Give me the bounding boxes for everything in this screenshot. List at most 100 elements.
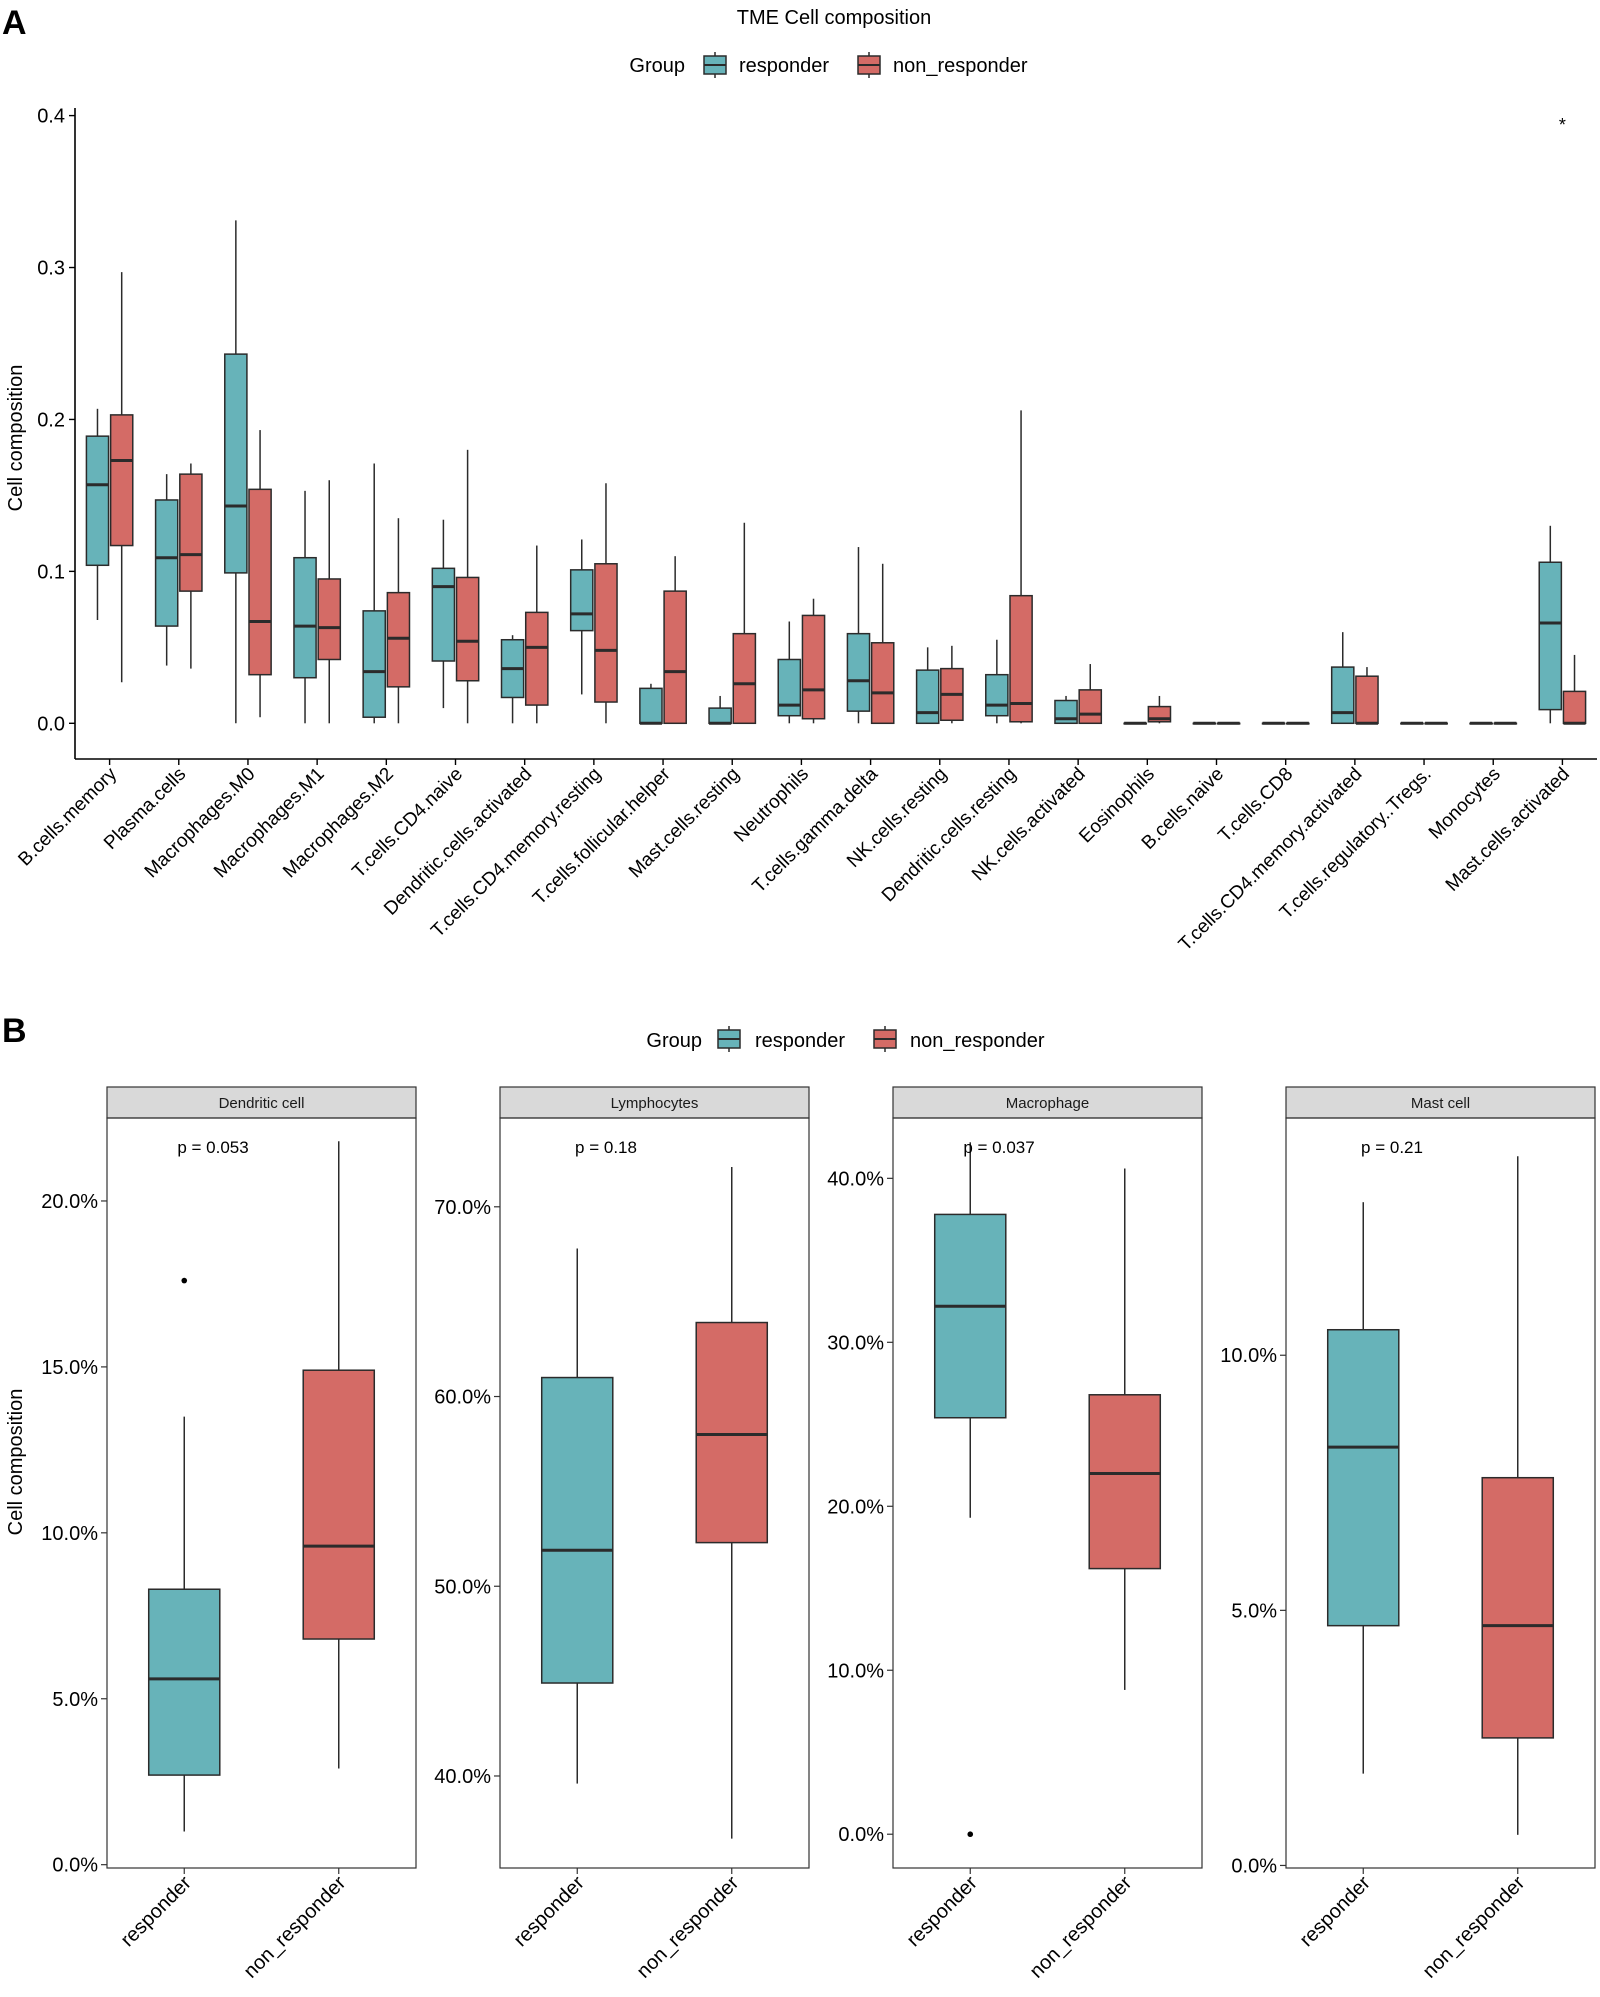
legend-key-non-responder [873, 1026, 897, 1052]
box-responder-t-cells-regulatory-tregs [1400, 721, 1424, 725]
facet-strip [106, 1086, 417, 1119]
x-tick-label-non-responder: non_responder [633, 1872, 744, 1983]
box-responder-t-cells-cd8 [1261, 721, 1286, 725]
facet-macrophage: Macrophage 0.0% 10.0% 20.0% 30.0% 40.0% respon… [827, 1086, 1203, 1983]
box-iqr [248, 488, 272, 676]
box-iqr [801, 614, 826, 720]
box-responder-b-cells-naive [1192, 721, 1217, 725]
x-tick-label-b-cells-memory: B.cells.memory [14, 763, 121, 870]
x-tick-label-responder: responder [510, 1872, 589, 1951]
box-iqr [1538, 561, 1563, 711]
panel-label-b: B [2, 1012, 27, 1050]
box-non-responder-macrophages-m1 [317, 480, 342, 724]
legend-key-responder [717, 1026, 741, 1052]
panel-a: A TME Cell composition Group responder n… [2, 4, 1597, 955]
legend-label-responder: responder [739, 55, 829, 77]
box-responder-eosinophils [1123, 721, 1148, 725]
box-responder-neutrophils [777, 621, 802, 724]
box-non-responder-neutrophils [801, 598, 826, 724]
p-value-label: p = 0.18 [575, 1138, 637, 1157]
box-iqr [695, 1321, 769, 1544]
box-iqr [455, 576, 480, 682]
box-iqr [1330, 666, 1355, 725]
x-tick-label-t-cells-gamma-delta: T.cells.gamma.delta [749, 763, 883, 897]
box-responder-t-cells-gamma-delta [846, 547, 871, 724]
box-non-responder [1481, 1156, 1555, 1835]
facet-panel-border [499, 1117, 810, 1869]
facet-panel-border [106, 1117, 417, 1869]
box-non-responder-nk-cells-activated [1078, 664, 1103, 725]
box-responder-macrophages-m0 [224, 220, 248, 724]
panel-label-a: A [2, 4, 27, 42]
outlier-point [967, 1831, 974, 1838]
box-non-responder-plasma-cells [179, 463, 203, 669]
y-tick-label: 50.0% [434, 1576, 491, 1598]
box-non-responder-dendritic-cells-resting [1009, 410, 1033, 724]
box-iqr [147, 1588, 221, 1776]
box-responder-macrophages-m2 [362, 463, 387, 724]
legend-label-non-responder: non_responder [893, 55, 1028, 77]
box-non-responder-eosinophils [1147, 695, 1172, 724]
box-iqr [870, 642, 895, 725]
box-non-responder [695, 1166, 769, 1839]
box-responder-mast-cells-resting [708, 695, 732, 725]
facet-panel-border [1285, 1117, 1596, 1869]
box-responder-dendritic-cells-resting [985, 639, 1009, 724]
box-responder-macrophages-m1 [293, 490, 317, 724]
box-iqr [639, 687, 663, 725]
x-tick-label-mast-cells-activated: Mast.cells.activated [1442, 764, 1574, 896]
box-iqr [224, 353, 248, 574]
box-responder-plasma-cells [154, 474, 179, 666]
x-tick-label-responder: responder [903, 1872, 982, 1951]
box-iqr [179, 473, 203, 592]
p-value-label: p = 0.053 [177, 1138, 248, 1157]
box-iqr [1326, 1328, 1400, 1627]
box-iqr [109, 414, 134, 547]
y-tick-label: 15.0% [41, 1357, 98, 1379]
box-iqr [663, 590, 687, 725]
box-responder-monocytes [1469, 721, 1493, 725]
facet-panel-border [892, 1117, 1203, 1869]
box-responder-mast-cells-activated [1538, 525, 1563, 724]
box-iqr [933, 1213, 1007, 1419]
box-iqr [386, 591, 411, 688]
box-iqr [1009, 594, 1033, 723]
box-non-responder-macrophages-m2 [386, 518, 411, 724]
y-tick-label: 60.0% [434, 1387, 491, 1409]
legend-key-responder [703, 52, 727, 78]
box-responder-t-cells-cd4-naive [431, 519, 456, 709]
facet-lymphocytes: Lymphocytes 40.0% 50.0% 60.0% 70.0% responder… [434, 1086, 810, 1983]
box-non-responder [302, 1141, 376, 1769]
plot-area-a: 0.00.10.20.30.4B.cells.memoryPlasma.cell… [14, 106, 1597, 955]
legend-title: Group [646, 1030, 702, 1052]
y-tick-label: 20.0% [827, 1496, 884, 1518]
box-iqr [154, 499, 179, 627]
facet-title: Macrophage [1006, 1095, 1089, 1112]
x-tick-label-non-responder: non_responder [1026, 1872, 1137, 1983]
box-non-responder-b-cells-naive [1216, 721, 1241, 725]
box-responder-nk-cells-activated [1054, 695, 1078, 725]
box-iqr [1078, 689, 1103, 725]
outlier-point [181, 1277, 188, 1284]
box-responder-t-cells-follicular-helper [639, 683, 663, 725]
legend-label-responder: responder [755, 1030, 845, 1052]
legend-key-non-responder [857, 52, 881, 78]
box-iqr [317, 578, 342, 661]
y-tick-label: 0.0% [838, 1824, 884, 1846]
facets-b: Dendritic cell 0.0% 5.0% 10.0% 15.0% 20.0% res… [41, 1086, 1596, 1983]
box-non-responder-nk-cells-resting [940, 645, 964, 724]
box-iqr [985, 673, 1009, 717]
box-responder-b-cells-memory [85, 408, 110, 620]
box-non-responder-t-cells-follicular-helper [663, 556, 687, 725]
box-non-responder-t-cells-regulatory-tregs [1424, 721, 1448, 725]
box-non-responder [1088, 1168, 1162, 1690]
y-tick-label: 0.0 [37, 713, 65, 735]
box-responder [147, 1277, 221, 1832]
box-iqr [777, 658, 802, 717]
box-iqr [362, 610, 387, 718]
box-iqr [302, 1369, 376, 1640]
box-responder [1326, 1202, 1400, 1774]
y-tick-label: 0.2 [37, 409, 65, 431]
facet-title: Mast cell [1411, 1095, 1470, 1112]
y-tick-label: 40.0% [434, 1766, 491, 1788]
